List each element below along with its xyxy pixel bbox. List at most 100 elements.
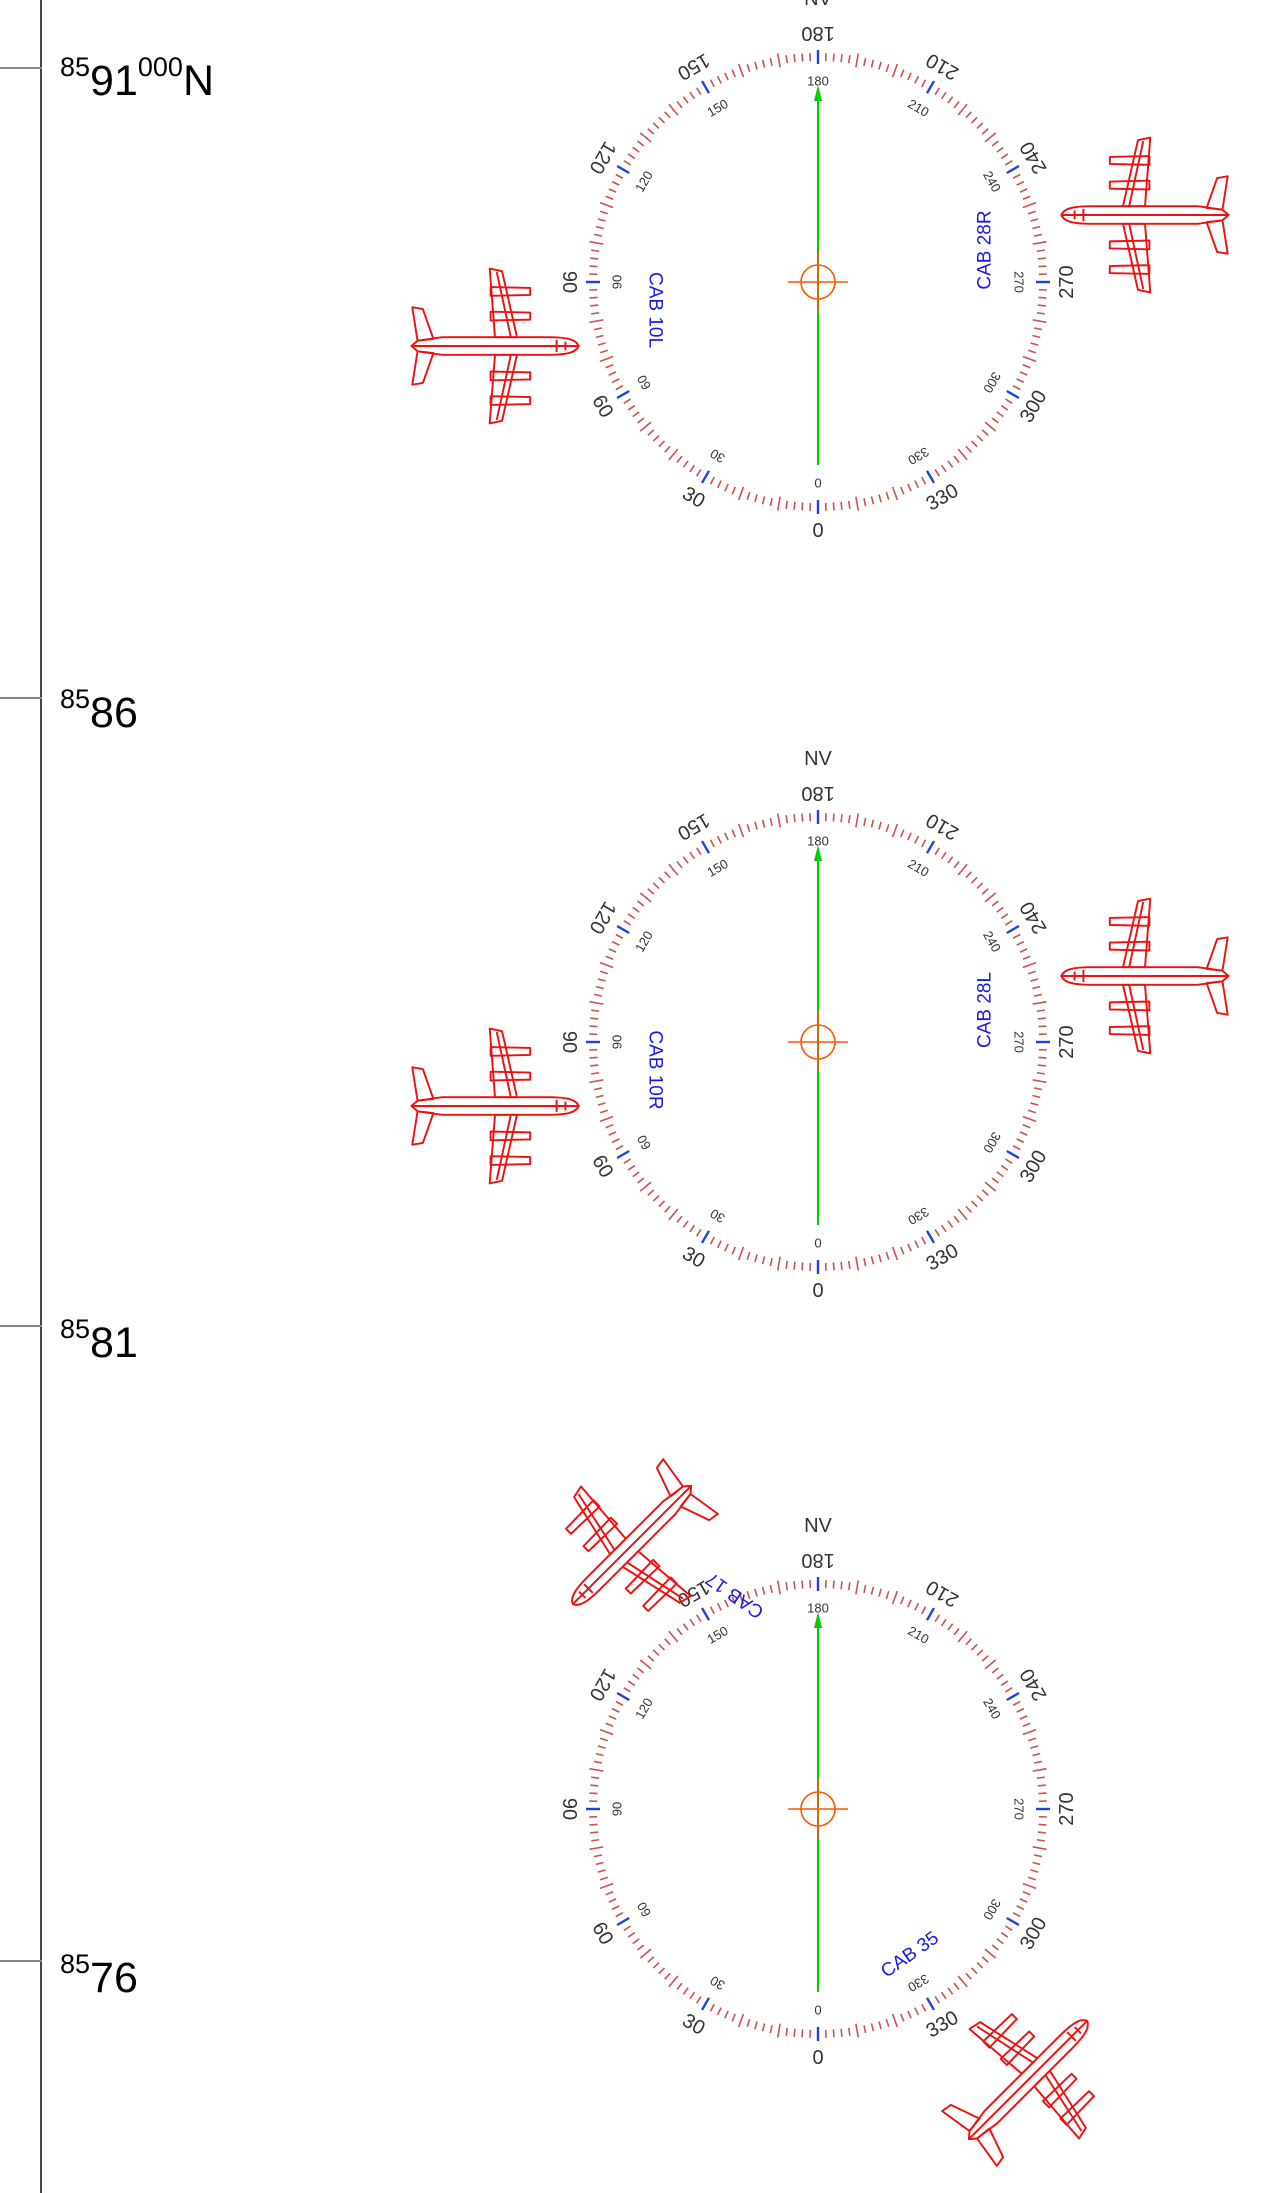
compass-tick xyxy=(682,96,689,104)
compass-tick xyxy=(976,1194,984,1202)
compass-tick xyxy=(668,1208,679,1221)
compass-tick xyxy=(832,502,835,511)
compass-tick xyxy=(947,1220,954,1228)
compass-tick xyxy=(599,970,609,975)
compass-tick xyxy=(981,128,989,135)
compass-tick xyxy=(976,434,984,442)
compass-tick xyxy=(940,91,947,100)
compass-tick xyxy=(595,985,604,990)
compass-tick xyxy=(1027,1876,1037,1881)
compass-tick xyxy=(976,122,984,130)
compass-tick xyxy=(957,1208,968,1221)
compass-tick xyxy=(639,892,652,903)
compass-tick xyxy=(754,1588,758,1597)
compass-tick xyxy=(595,1861,604,1866)
compass-tick xyxy=(1032,1861,1041,1866)
compass-tick xyxy=(599,355,614,363)
compass-tick xyxy=(1000,153,1009,160)
compass-outer-label: 60 xyxy=(587,1151,617,1181)
tailplane xyxy=(941,2103,1005,2167)
compass-tick xyxy=(597,1102,606,1106)
compass-tick xyxy=(590,304,599,307)
compass-tick xyxy=(801,813,804,822)
compass-tick xyxy=(776,53,781,68)
compass-tick xyxy=(1022,1722,1031,1727)
compass-tick xyxy=(1038,265,1047,268)
compass-outer-label: 240 xyxy=(1016,138,1052,178)
compass-tick xyxy=(664,1638,671,1646)
compass-tick xyxy=(623,1158,632,1165)
compass-tick xyxy=(855,1256,860,1271)
compass-tick xyxy=(611,940,620,946)
compass-tick xyxy=(676,861,683,869)
compass-tick xyxy=(1019,948,1028,953)
grid-label-northing: 8581 xyxy=(60,1314,138,1367)
compass-tick xyxy=(1012,173,1021,179)
compass-tick xyxy=(891,1246,899,1261)
compass-tick xyxy=(878,494,882,503)
compass-tick xyxy=(682,1623,689,1631)
tailplane xyxy=(1205,175,1229,255)
compass-tick xyxy=(996,1673,1004,1680)
compass-inner-label: 60 xyxy=(634,1899,654,1919)
compass-tick xyxy=(682,1220,689,1228)
compass-tick xyxy=(746,491,751,501)
compass-tick xyxy=(664,1972,671,1980)
compass-tick xyxy=(1034,1087,1043,1091)
compass-tick xyxy=(769,1258,773,1267)
compass-tick xyxy=(1019,371,1028,376)
compass-rose: 0 180 30 210 60 240 90 270 120 300 150 330 180 0 210 30… xyxy=(558,1515,1078,2069)
compass-outer-label: 270 xyxy=(1056,265,1078,298)
grid-tick xyxy=(0,1960,42,1962)
compass-tick xyxy=(590,257,599,260)
grid-tick xyxy=(0,67,42,69)
compass-outer-label: 300 xyxy=(1016,1914,1052,1954)
compass-inner-label: 210 xyxy=(905,856,931,880)
compass-tick xyxy=(996,906,1004,913)
compass-tick xyxy=(1012,385,1021,391)
compass-outer-label: 90 xyxy=(558,1798,580,1820)
compass-tick xyxy=(676,1628,683,1636)
compass-outer-label: 180 xyxy=(801,22,834,44)
crosshair-icon xyxy=(788,252,848,312)
engine xyxy=(642,1576,678,1612)
compass-tick xyxy=(608,188,617,193)
wing xyxy=(968,2021,1087,2140)
compass-tick xyxy=(991,1667,999,1674)
compass-tick xyxy=(664,871,671,879)
compass-tick xyxy=(1022,364,1031,369)
compass-tick xyxy=(1012,1912,1021,1918)
compass-tick xyxy=(658,116,666,124)
compass-tick xyxy=(1037,304,1046,307)
compass-tick xyxy=(599,961,614,969)
compass-tick xyxy=(737,823,745,838)
compass-tick xyxy=(1006,164,1020,175)
compass-tick xyxy=(700,1607,711,1621)
compass-tick xyxy=(689,851,696,860)
compass-tick xyxy=(1006,1916,1020,1927)
compass-tick xyxy=(776,1256,781,1271)
engine xyxy=(1108,155,1151,166)
compass-tick xyxy=(746,63,751,73)
compass-tick xyxy=(695,1228,702,1237)
compass-tick xyxy=(615,385,624,391)
compass-tick xyxy=(700,470,711,484)
grid-label-northing: 8586 xyxy=(60,684,138,737)
compass-tick xyxy=(970,876,978,884)
compass-tick xyxy=(863,817,867,826)
compass-tick xyxy=(1037,1784,1046,1787)
wing-detail xyxy=(495,1031,512,1181)
compass-tick xyxy=(709,2003,715,2012)
compass-tick xyxy=(682,856,689,864)
compass-tick xyxy=(700,1997,711,2011)
compass-inner-label: 240 xyxy=(980,928,1004,954)
airplane-icon xyxy=(941,2013,1095,2167)
compass-tick xyxy=(1016,1138,1025,1144)
compass-tick xyxy=(991,900,999,907)
airplane-icon xyxy=(565,1458,719,1612)
compass-tick xyxy=(754,821,758,830)
compass-tick xyxy=(934,1228,941,1237)
compass-outer-label: 0 xyxy=(812,520,823,542)
compass-inner-label: 0 xyxy=(814,2003,821,2018)
compass-tick xyxy=(761,1256,766,1265)
